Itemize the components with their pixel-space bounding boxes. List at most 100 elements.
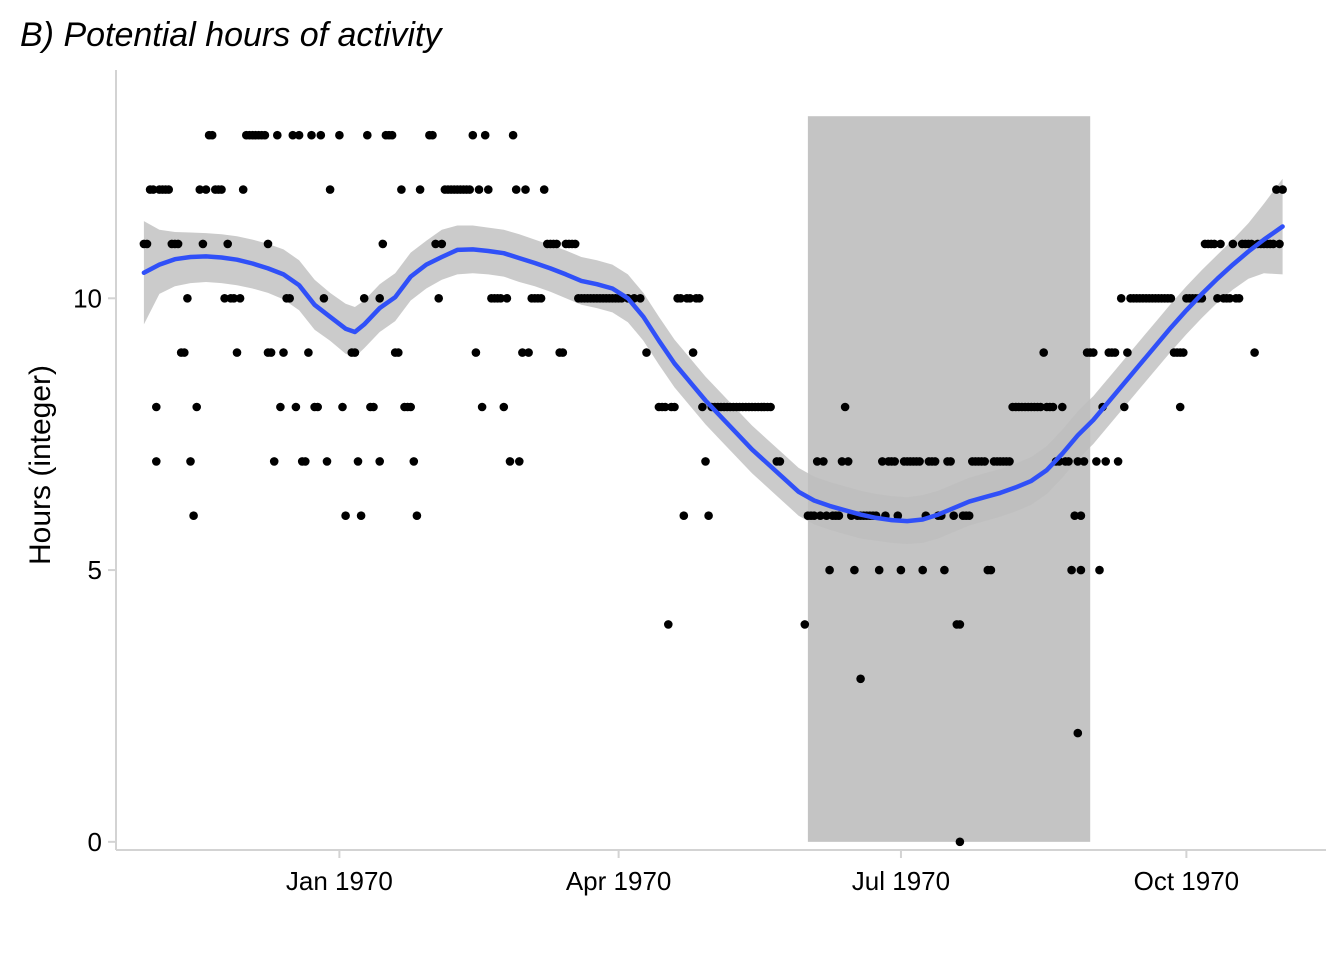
scatter-point bbox=[825, 565, 834, 575]
scatter-point bbox=[369, 402, 378, 412]
scatter-point bbox=[307, 130, 316, 140]
scatter-point bbox=[521, 185, 530, 194]
scatter-point bbox=[698, 402, 707, 412]
scatter-point bbox=[186, 457, 195, 466]
scatter-point bbox=[570, 239, 580, 249]
scatter-point bbox=[1073, 457, 1083, 466]
scatter-point bbox=[350, 348, 360, 357]
scatter-point bbox=[415, 185, 425, 194]
scatter-point bbox=[670, 402, 679, 412]
scatter-point bbox=[412, 511, 422, 520]
scatter-point bbox=[1234, 294, 1244, 303]
scatter-point bbox=[1089, 348, 1098, 357]
scatter-point bbox=[1225, 294, 1235, 303]
scatter-point bbox=[260, 130, 270, 140]
scatter-point bbox=[291, 402, 301, 412]
scatter-point bbox=[266, 348, 276, 357]
x-tick-label: Jan 1970 bbox=[286, 866, 393, 896]
scatter-point bbox=[484, 185, 493, 194]
scatter-point bbox=[263, 239, 273, 249]
scatter-point bbox=[874, 565, 884, 575]
smooth-line-layer bbox=[141, 224, 1285, 524]
scatter-point bbox=[837, 457, 847, 466]
scatter-point bbox=[353, 457, 363, 466]
scatter-point bbox=[397, 185, 406, 194]
scatter-point bbox=[164, 185, 173, 194]
scatter-point bbox=[1166, 294, 1176, 303]
scatter-point bbox=[409, 457, 419, 466]
scatter-point bbox=[511, 185, 521, 194]
scatter-point bbox=[1092, 457, 1101, 466]
scatter-point bbox=[192, 402, 201, 412]
scatter-point bbox=[1076, 511, 1086, 520]
scatter-point bbox=[288, 130, 298, 140]
scatter-point bbox=[235, 294, 245, 303]
scatter-point bbox=[856, 674, 865, 684]
y-tick-label: 0 bbox=[88, 827, 102, 857]
scatter-point bbox=[198, 239, 208, 249]
scatter-point bbox=[1250, 348, 1259, 357]
scatter-point bbox=[189, 511, 198, 520]
scatter-point bbox=[301, 457, 310, 466]
scatter-point bbox=[688, 348, 698, 357]
scatter-point bbox=[704, 511, 713, 520]
scatter-point bbox=[276, 402, 285, 412]
scatter-point bbox=[313, 402, 323, 412]
scatter-point bbox=[930, 457, 940, 466]
scatter-point bbox=[918, 565, 927, 575]
scatter-point bbox=[809, 511, 819, 520]
scatter-point bbox=[316, 130, 326, 140]
scatter-point bbox=[955, 620, 965, 629]
scatter-point bbox=[518, 348, 527, 357]
scatter-point bbox=[406, 402, 416, 412]
scatter-point bbox=[180, 348, 189, 357]
scatter-point bbox=[428, 130, 437, 140]
scatter-point bbox=[359, 294, 369, 303]
scatter-point bbox=[1123, 348, 1132, 357]
scatter-point bbox=[1058, 402, 1067, 412]
scatter-point bbox=[679, 511, 689, 520]
scatter-point bbox=[496, 294, 506, 303]
x-tick-label: Jul 1970 bbox=[852, 866, 950, 896]
scatter-point bbox=[1210, 239, 1219, 249]
scatter-point bbox=[1036, 402, 1045, 412]
scatter-point bbox=[946, 457, 955, 466]
scatter-point bbox=[152, 457, 161, 466]
scatter-point bbox=[363, 130, 372, 140]
y-tick-label: 5 bbox=[88, 555, 102, 585]
scatter-point bbox=[1101, 457, 1110, 466]
scatter-point bbox=[915, 457, 924, 466]
scatter-point bbox=[558, 348, 568, 357]
scatter-point bbox=[375, 457, 385, 466]
scatter-point bbox=[1039, 348, 1048, 357]
scatter-point bbox=[1076, 565, 1086, 575]
scatter-point bbox=[1272, 185, 1281, 194]
confidence-ribbon-layer bbox=[143, 178, 1283, 544]
scatter-point bbox=[955, 837, 965, 847]
scatter-point bbox=[816, 511, 825, 520]
scatter-point bbox=[477, 402, 487, 412]
scatter-point bbox=[294, 130, 304, 140]
scatter-point bbox=[1073, 728, 1083, 738]
scatter-point bbox=[387, 130, 397, 140]
scatter-point bbox=[676, 294, 685, 303]
scatter-point bbox=[394, 348, 403, 357]
scatter-point bbox=[207, 130, 217, 140]
scatter-point bbox=[660, 402, 670, 412]
scatter-point bbox=[980, 457, 989, 466]
scatter-point bbox=[822, 511, 831, 520]
scatter-point bbox=[338, 402, 347, 412]
scatter-point bbox=[800, 620, 810, 629]
scatter-point bbox=[840, 402, 850, 412]
scatter-point bbox=[322, 457, 332, 466]
scatter-point bbox=[356, 511, 366, 520]
scatter-point bbox=[893, 511, 903, 520]
scatter-point bbox=[1213, 294, 1222, 303]
scatter-point bbox=[775, 457, 785, 466]
scatter-point bbox=[1113, 457, 1123, 466]
scatter-point bbox=[325, 185, 335, 194]
scatter-point bbox=[229, 294, 239, 303]
chart-title: B) Potential hours of activity bbox=[20, 16, 443, 54]
scatter-point bbox=[896, 565, 906, 575]
